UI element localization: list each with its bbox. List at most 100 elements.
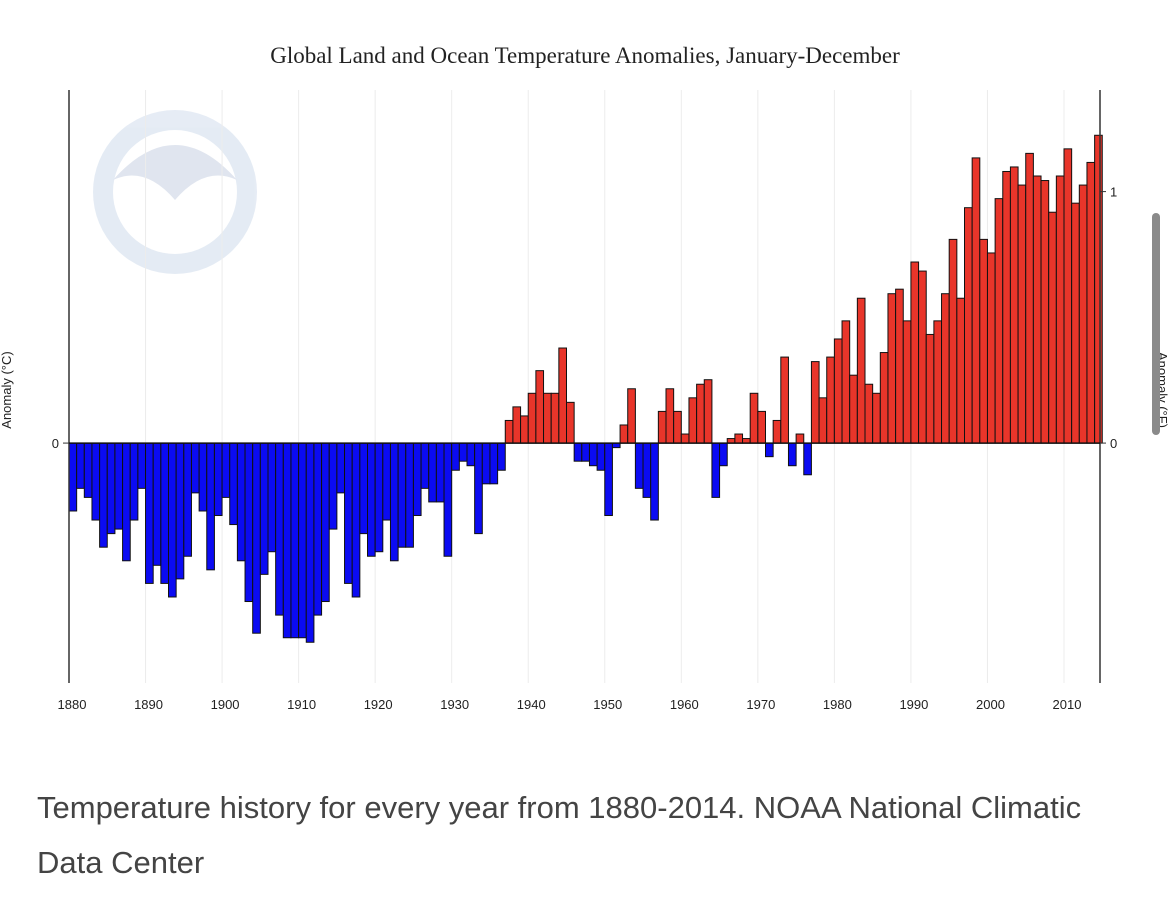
bar-1955 [642, 442, 652, 498]
bar-2014 [1094, 134, 1103, 444]
x-tick-label: 1890 [134, 697, 163, 712]
bar-1891 [152, 442, 162, 566]
bar-1890 [145, 442, 154, 584]
bar-1910 [298, 442, 307, 639]
bar-2005 [1025, 152, 1034, 444]
bar-1894 [175, 442, 185, 580]
bar-1916 [344, 442, 353, 584]
bar-1929 [443, 442, 453, 557]
bar-1981 [841, 320, 851, 444]
y-tick-label-left: 0 [52, 436, 59, 451]
bar-1962 [696, 383, 705, 444]
bar-1905 [259, 442, 269, 575]
bar-1978 [818, 397, 828, 444]
bar-1943 [550, 392, 560, 444]
bar-1954 [634, 442, 644, 489]
noaa-logo-watermark [93, 110, 257, 274]
bar-2010 [1063, 148, 1073, 444]
x-tick-label: 1960 [670, 697, 699, 712]
x-tick-label: 1980 [823, 697, 852, 712]
y-tick-label-right: 0 [1110, 436, 1117, 451]
bar-1996 [956, 297, 965, 444]
bar-1923 [397, 442, 407, 548]
bar-1956 [650, 442, 659, 521]
x-tick-label: 1920 [364, 697, 393, 712]
bar-1889 [137, 442, 147, 489]
bar-1979 [826, 356, 835, 444]
bar-1909 [290, 442, 300, 639]
bar-1918 [359, 442, 369, 535]
bar-1942 [543, 392, 552, 444]
x-tick-label: 1970 [746, 697, 775, 712]
bar-1903 [244, 442, 254, 603]
bar-1899 [213, 442, 223, 517]
chart: Global Land and Ocean Temperature Anomal… [0, 43, 1170, 712]
bar-1884 [99, 442, 108, 548]
bar-1971 [765, 442, 774, 458]
bar-1906 [267, 442, 277, 553]
bar-1915 [336, 442, 346, 494]
bar-1973 [780, 356, 789, 444]
bar-1965 [719, 442, 728, 467]
x-tick-label: 1880 [58, 697, 87, 712]
bar-2002 [1002, 170, 1011, 444]
bar-1997 [964, 207, 973, 444]
bar-1920 [374, 442, 384, 553]
bar-2006 [1032, 175, 1042, 444]
bar-1993 [933, 320, 943, 444]
bar-1959 [673, 410, 682, 444]
caption: Temperature history for every year from … [37, 790, 1082, 880]
bar-1921 [382, 442, 391, 521]
bar-1970 [757, 410, 766, 444]
x-tick-label: 1950 [593, 697, 622, 712]
bar-1913 [321, 442, 330, 603]
bar-1900 [221, 442, 231, 498]
bar-1881 [76, 442, 85, 489]
y-ticks: 0 0 1 [52, 185, 1117, 451]
bar-1933 [474, 442, 483, 535]
bar-1938 [512, 406, 522, 444]
bar-2013 [1086, 161, 1096, 444]
bar-1958 [665, 388, 675, 444]
bar-1936 [497, 442, 506, 471]
bar-1896 [190, 442, 200, 494]
x-tick-label: 1910 [287, 697, 316, 712]
bar-1887 [122, 442, 131, 562]
bar-1931 [458, 442, 468, 462]
bar-1960 [680, 433, 690, 444]
bar-1988 [895, 288, 904, 444]
bar-1932 [466, 442, 476, 467]
bar-1885 [106, 442, 116, 535]
bar-2009 [1055, 175, 1065, 444]
bar-1888 [129, 442, 139, 521]
bar-1995 [948, 238, 958, 444]
bar-1975 [795, 433, 805, 444]
bar-1902 [236, 442, 246, 562]
bar-1980 [833, 338, 843, 444]
bar-1984 [864, 383, 874, 444]
bar-2007 [1040, 180, 1050, 444]
bar-1898 [206, 442, 215, 571]
bar-1992 [925, 333, 935, 444]
bar-1939 [520, 415, 529, 444]
bar-1893 [168, 442, 177, 598]
bar-1946 [573, 442, 583, 462]
bar-1967 [734, 433, 744, 444]
bar-1990 [910, 261, 920, 444]
x-tick-label: 1990 [899, 697, 928, 712]
bar-1914 [328, 442, 338, 530]
bar-1974 [787, 442, 797, 467]
bar-1901 [229, 442, 238, 526]
bar-1977 [810, 361, 820, 444]
bar-1911 [305, 442, 315, 643]
bar-1949 [596, 442, 606, 471]
x-tick-label: 1900 [211, 697, 240, 712]
x-tick-label: 1930 [440, 697, 469, 712]
bar-1917 [351, 442, 361, 598]
bar-1957 [657, 410, 667, 444]
bar-1952 [619, 424, 629, 444]
bar-1928 [435, 442, 445, 503]
bar-2000 [986, 252, 996, 444]
scrollbar[interactable] [1152, 213, 1160, 435]
bar-1985 [872, 392, 881, 444]
